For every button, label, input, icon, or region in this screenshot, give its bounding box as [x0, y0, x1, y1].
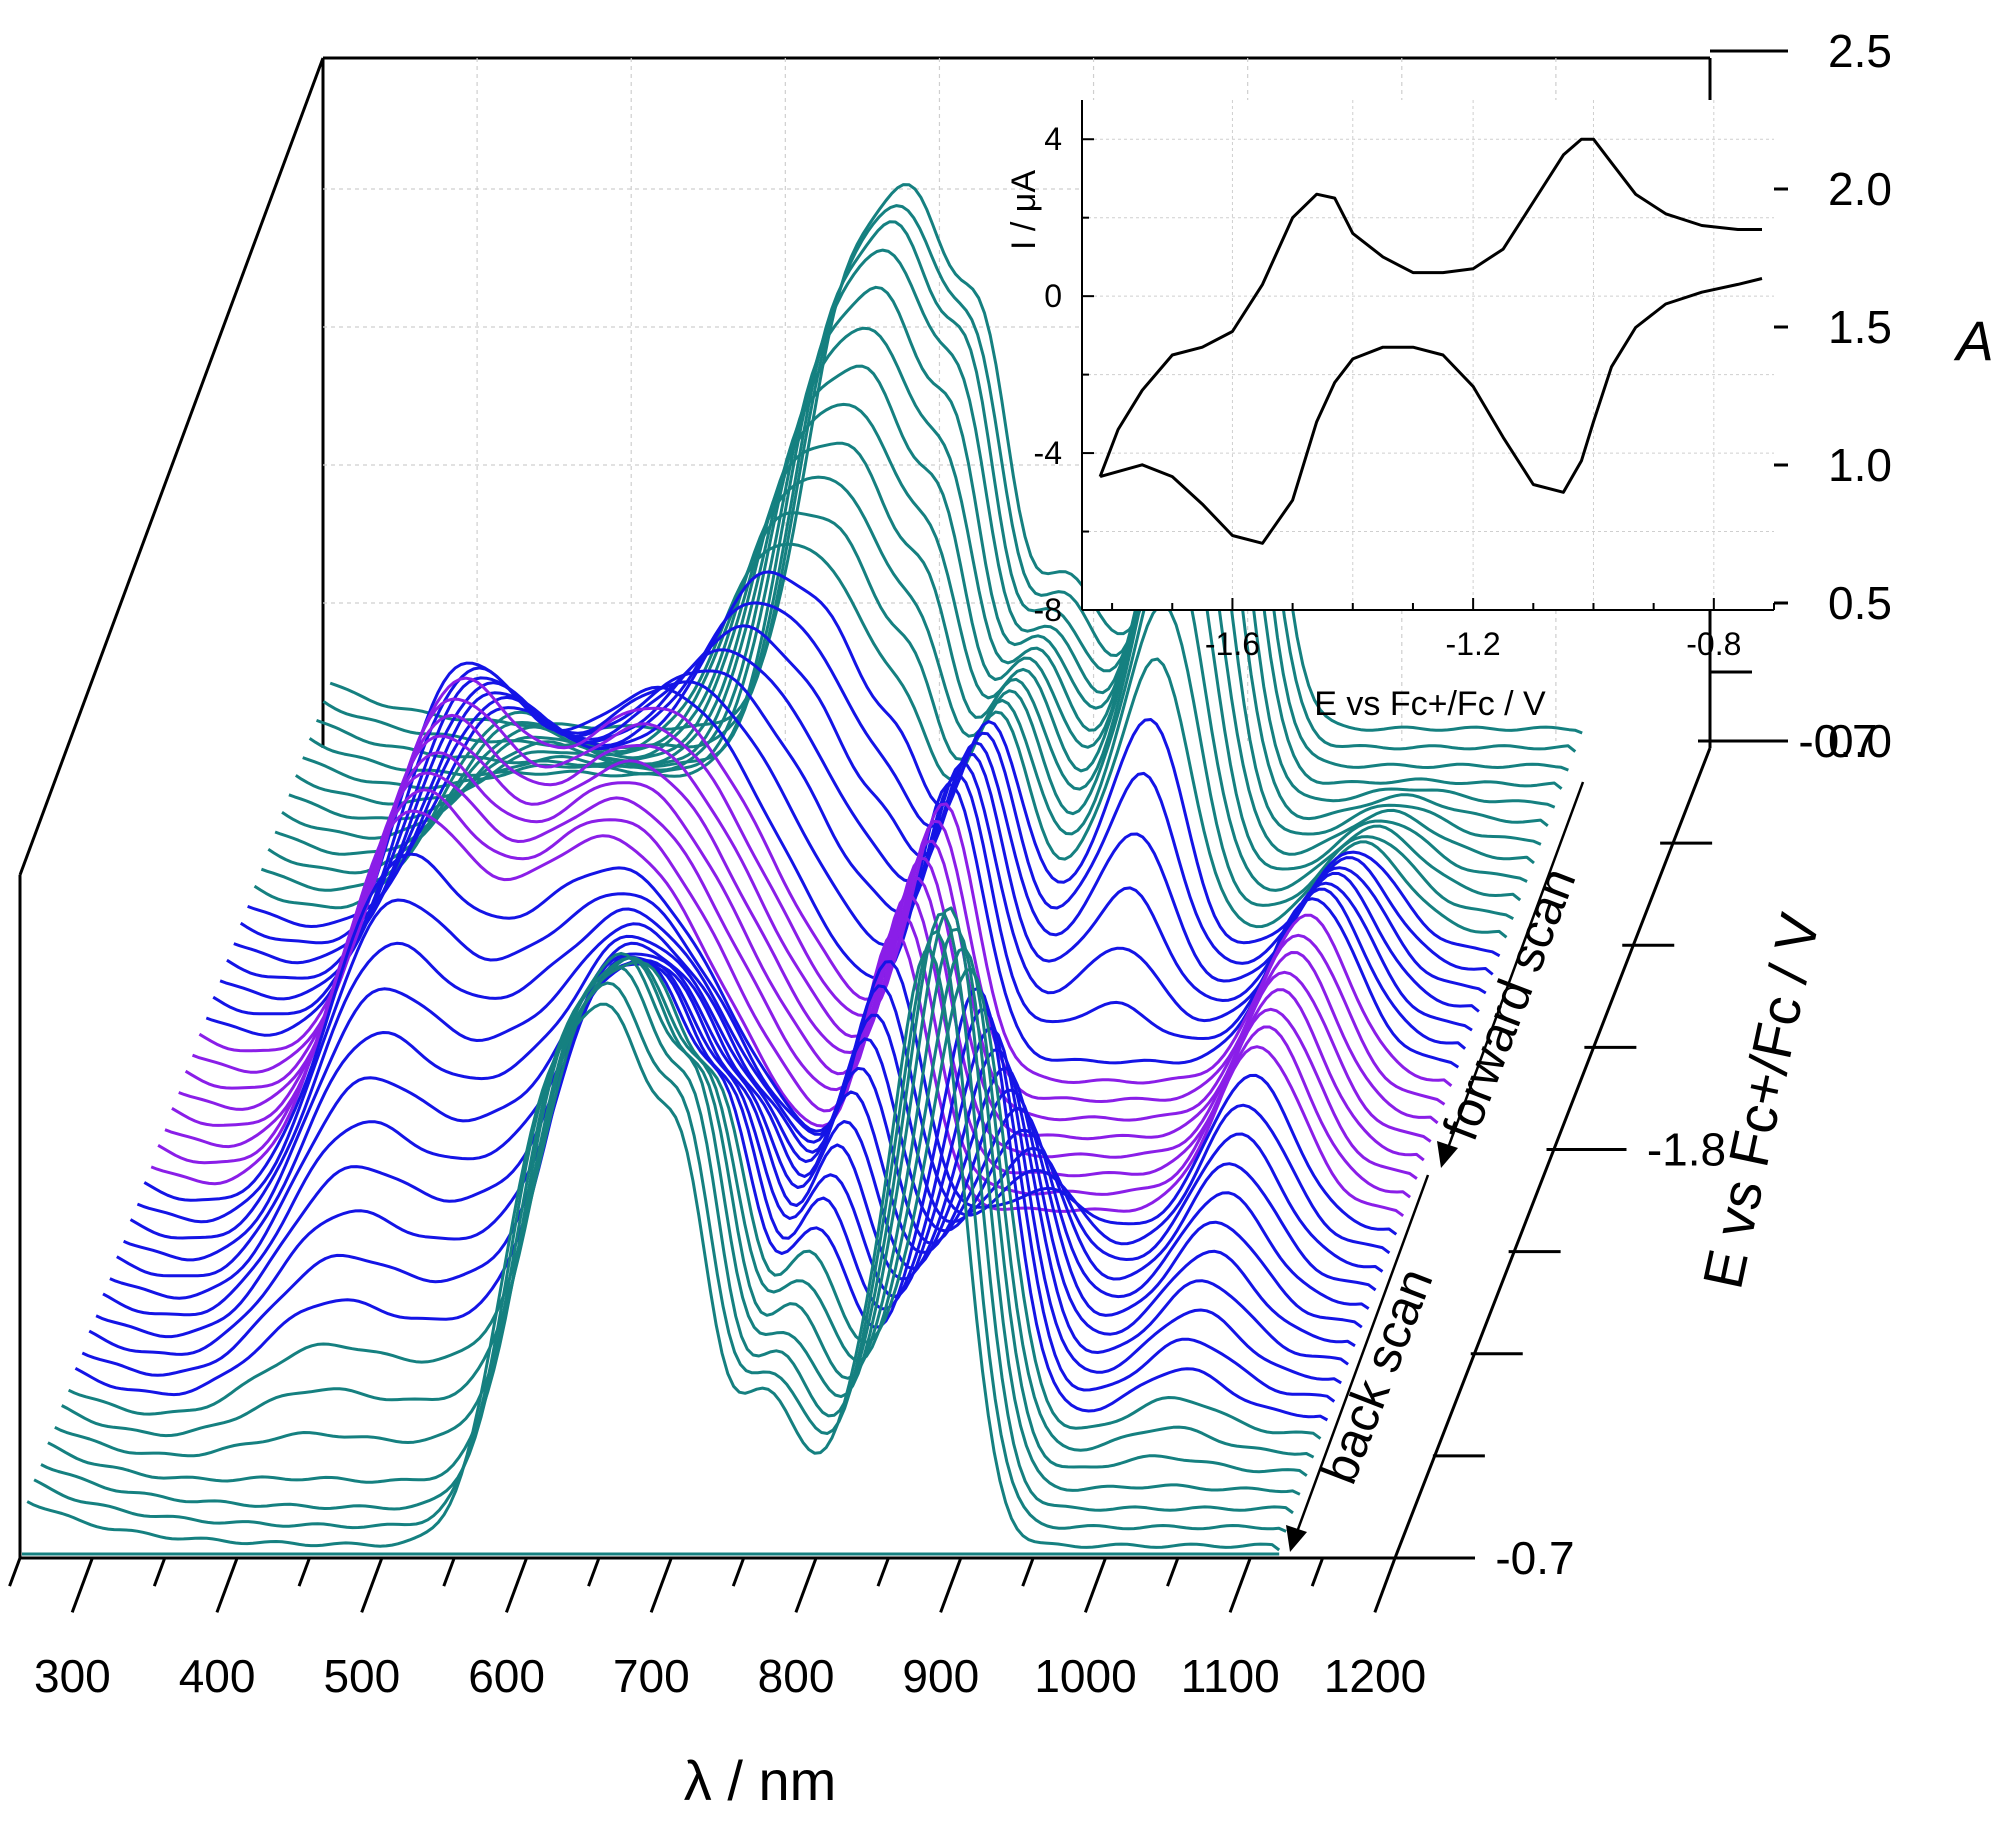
wavelength-tick [1021, 1557, 1035, 1587]
potential-ticks: -0.7 -1.8 -0.7 [1395, 715, 1878, 1584]
absorbance-axis-title: A [1953, 309, 1993, 372]
inset-y-tick-label: 0 [1044, 278, 1062, 314]
spectra-series [22, 133, 1583, 1556]
wavelength-tick [215, 1557, 239, 1613]
potential-axis-title: E vs Fc+/Fc / V [1690, 907, 1831, 1294]
spectrum-series [40, 912, 1294, 1515]
absorbance-tick-label: 1.0 [1828, 439, 1892, 491]
wavelength-tick [587, 1557, 601, 1587]
spectrum-series [88, 958, 1342, 1385]
absorbance-tick-label: 1.5 [1828, 301, 1892, 353]
forward-scan-arrowhead [1437, 1141, 1458, 1168]
spectrum-series [102, 952, 1356, 1348]
spectrum-series [150, 809, 1405, 1218]
spectrum-series [123, 922, 1377, 1292]
inset-x-title: E vs Fc+/Fc / V [1314, 685, 1546, 723]
wavelength-tick [505, 1557, 528, 1613]
inset-x-tick-label: -0.8 [1686, 626, 1741, 662]
absorbance-tick-label: 0.5 [1828, 577, 1892, 629]
wavelength-tick-label: 700 [613, 1650, 690, 1702]
right-depth-axis [1393, 747, 1712, 1559]
wavelength-tick [876, 1557, 890, 1587]
spectrum-series [274, 441, 1528, 883]
wavelength-tick [152, 1557, 167, 1587]
inset-cv-cathodic-branch [1098, 137, 1762, 478]
wavelength-tick [297, 1557, 311, 1587]
absorbance-tick-label: 2.0 [1828, 163, 1892, 215]
wavelength-tick [70, 1557, 94, 1613]
wavelength-tick-label: 900 [902, 1650, 979, 1702]
spectrum-series [61, 946, 1315, 1459]
wavelength-tick [649, 1557, 673, 1613]
spectrum-series [233, 624, 1487, 995]
spectrum-series [116, 934, 1370, 1310]
spectrum-series [54, 927, 1308, 1477]
inset-y-tick-label: 4 [1044, 121, 1062, 157]
spectrum-series [253, 542, 1508, 939]
wavelength-tick-label: 800 [758, 1650, 835, 1702]
back-scan-arrowhead [1286, 1525, 1307, 1552]
inset-y-tick-label: -4 [1034, 435, 1062, 471]
spectrum-series [302, 260, 1556, 809]
forward-scan-annotation: forward scan [1432, 781, 1587, 1168]
spectrum-series [294, 314, 1549, 827]
wavelength-tick [1166, 1557, 1180, 1587]
spectrum-series [81, 962, 1336, 1403]
spectrum-series [260, 511, 1515, 921]
spectrum-series [143, 852, 1398, 1236]
absorbance-tick-label: 2.5 [1828, 25, 1892, 77]
wavelength-tick [939, 1557, 963, 1613]
spectrum-series [212, 666, 1467, 1050]
wavelength-tick [360, 1557, 384, 1613]
wavelength-tick-label: 600 [468, 1650, 545, 1702]
left-depth-edge [18, 57, 325, 876]
spectrum-series [281, 402, 1535, 865]
wavelength-tick-label: 1000 [1034, 1650, 1136, 1702]
wavelength-tick [442, 1557, 456, 1587]
inset-y-title: I / μA [1005, 170, 1043, 250]
wavelength-tick [1228, 1557, 1252, 1613]
wavelength-tick-label: 400 [179, 1650, 256, 1702]
potential-tick-label: -0.7 [1798, 715, 1877, 767]
spectrum-series [322, 148, 1577, 753]
spectrum-series [33, 929, 1287, 1533]
wavelength-tick [1083, 1557, 1107, 1613]
potential-tick-label: -1.8 [1647, 1124, 1726, 1176]
wavelength-tick [731, 1557, 746, 1587]
spectrum-series [74, 958, 1329, 1422]
wavelength-tick [8, 1557, 22, 1587]
wavelength-tick-label: 1100 [1181, 1650, 1280, 1702]
wavelength-axis-title: λ / nm [684, 1749, 836, 1812]
spectrum-series [95, 955, 1349, 1366]
inset-x-tick-label: -1.6 [1205, 626, 1260, 662]
inset-cv-plot: -1.6 -1.2 -0.8 4 0 -4 -8 E vs Fc+/Fc / V I / μ… [1005, 100, 1775, 723]
wavelength-tick-label: 500 [323, 1650, 400, 1702]
wavelength-tick [1373, 1557, 1397, 1613]
inset-y-tick-label: -8 [1034, 592, 1062, 628]
wavelength-tick-label: 1200 [1324, 1650, 1426, 1702]
spectrum-series [315, 170, 1569, 772]
spectrum-series [288, 364, 1542, 846]
spectrum-series [47, 906, 1301, 1496]
inset-x-tick-label: -1.2 [1446, 626, 1501, 662]
wavelength-tick-label: 300 [34, 1650, 111, 1702]
spectrum-series [136, 892, 1391, 1255]
wavelength-tick [794, 1557, 818, 1613]
spectrum-series [67, 960, 1322, 1440]
spectrum-series [267, 475, 1522, 902]
spectrum-series [26, 949, 1281, 1552]
back-scan-label: back scan [1311, 1261, 1444, 1491]
wavelength-ticks: 300 400 500 600 700 800 900 1000 1100 1200 [8, 1557, 1426, 1702]
absorbance-tick-label: 0.0 [1828, 715, 1892, 767]
spectrum-series [129, 907, 1384, 1273]
potential-tick-label: -0.7 [1495, 1532, 1574, 1584]
spectrum-series [109, 941, 1363, 1329]
wavelength-tick [1310, 1557, 1325, 1587]
spectrum-series [171, 751, 1425, 1162]
inset-cv-curves [1098, 137, 1763, 545]
inset-ticks: -1.6 -1.2 -0.8 4 0 -4 -8 [1034, 121, 1775, 662]
inset-cv-anodic-branch [1099, 277, 1763, 545]
